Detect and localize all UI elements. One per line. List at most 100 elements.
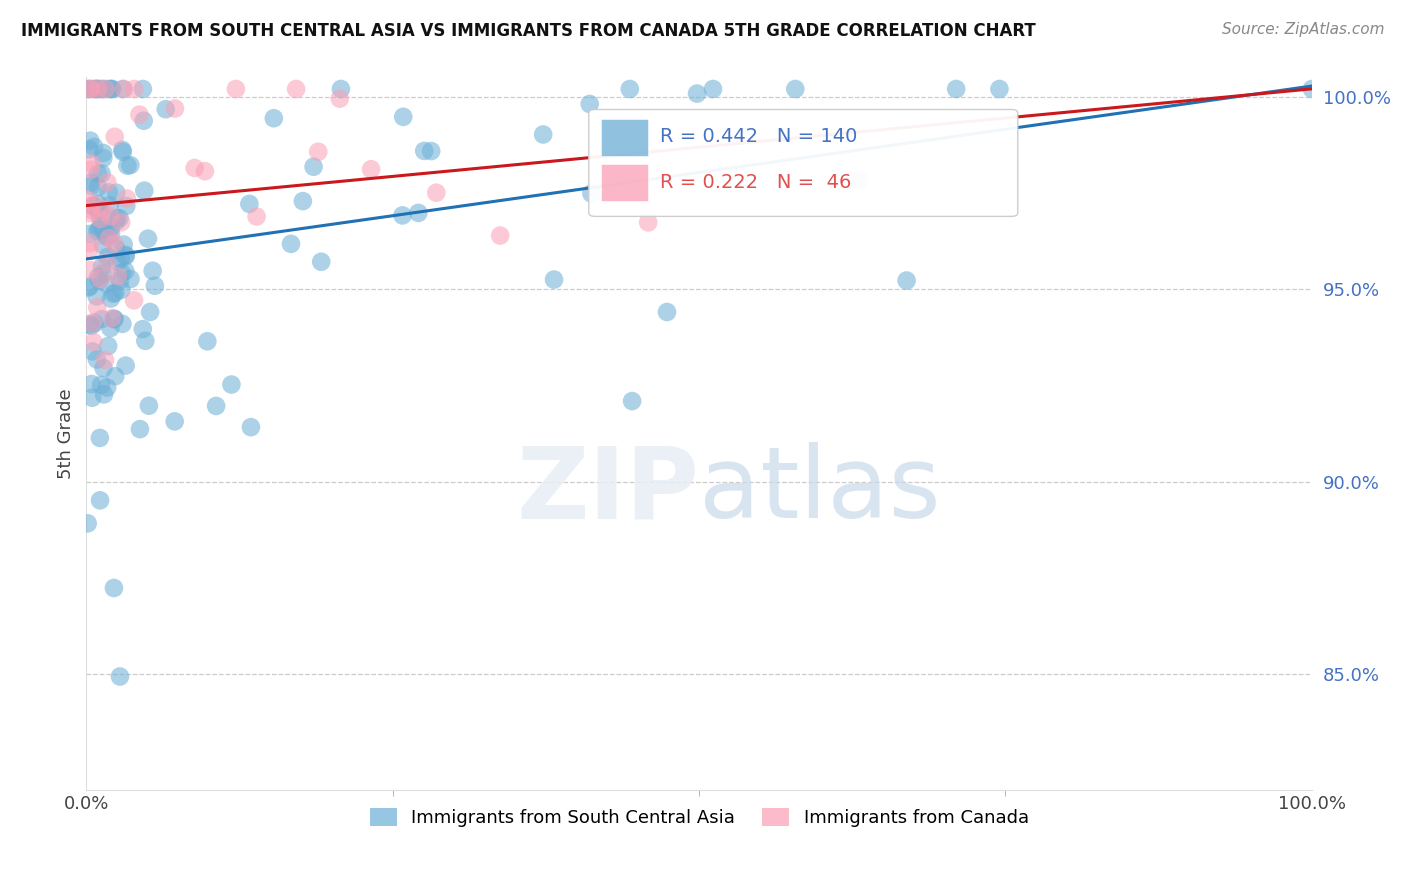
Point bbox=[120, 272, 142, 286]
Point bbox=[105, 214, 128, 228]
Point bbox=[91, 145, 114, 160]
Point bbox=[96, 175, 118, 189]
Point bbox=[104, 312, 127, 326]
Point bbox=[785, 82, 807, 96]
Point bbox=[104, 285, 127, 300]
Point bbox=[111, 317, 134, 331]
Point bbox=[111, 82, 134, 96]
Text: ZIP: ZIP bbox=[516, 442, 699, 539]
Point bbox=[142, 264, 165, 278]
Point bbox=[93, 82, 115, 96]
Point bbox=[114, 248, 136, 262]
Point bbox=[89, 203, 111, 218]
Point bbox=[79, 263, 101, 277]
Point bbox=[89, 431, 111, 445]
Point bbox=[80, 178, 103, 193]
Point bbox=[77, 318, 100, 332]
Point bbox=[76, 516, 98, 531]
Point bbox=[87, 270, 110, 285]
Point bbox=[112, 82, 135, 96]
Point bbox=[83, 140, 105, 154]
Point bbox=[105, 211, 128, 226]
Point bbox=[111, 145, 134, 159]
Point bbox=[239, 420, 262, 434]
Point bbox=[110, 252, 132, 266]
Point bbox=[98, 198, 121, 212]
Point bbox=[91, 151, 114, 165]
Point bbox=[163, 102, 186, 116]
Point bbox=[94, 82, 117, 96]
Point bbox=[89, 207, 111, 221]
Point bbox=[90, 166, 112, 180]
Point bbox=[108, 669, 131, 683]
Point bbox=[103, 236, 125, 251]
Point bbox=[77, 280, 100, 294]
Point bbox=[115, 192, 138, 206]
Point bbox=[543, 272, 565, 286]
Point bbox=[108, 273, 131, 287]
Text: atlas: atlas bbox=[699, 442, 941, 539]
Point bbox=[122, 293, 145, 308]
Point bbox=[101, 82, 124, 96]
Point bbox=[90, 82, 112, 96]
Point bbox=[80, 156, 103, 170]
Point bbox=[82, 391, 104, 405]
Point bbox=[83, 316, 105, 330]
Point bbox=[89, 222, 111, 236]
Point bbox=[77, 227, 100, 241]
Point bbox=[408, 206, 430, 220]
Point bbox=[93, 387, 115, 401]
Point bbox=[637, 215, 659, 229]
Point bbox=[86, 82, 108, 96]
Point bbox=[138, 399, 160, 413]
Point bbox=[578, 97, 600, 112]
Point bbox=[100, 82, 122, 96]
Point bbox=[82, 199, 104, 213]
Point bbox=[225, 82, 247, 96]
Point bbox=[79, 176, 101, 190]
Point bbox=[82, 316, 104, 330]
Point bbox=[425, 186, 447, 200]
Point bbox=[686, 87, 709, 101]
Point bbox=[531, 128, 554, 142]
Point bbox=[329, 82, 352, 96]
Point bbox=[82, 334, 104, 349]
Point bbox=[104, 129, 127, 144]
Point bbox=[97, 250, 120, 264]
Point bbox=[129, 422, 152, 436]
Point bbox=[86, 352, 108, 367]
Point bbox=[90, 260, 112, 274]
Point bbox=[114, 264, 136, 278]
Point bbox=[155, 102, 177, 116]
Point bbox=[79, 82, 101, 96]
Point bbox=[132, 82, 155, 96]
Point bbox=[82, 197, 104, 211]
Point bbox=[79, 134, 101, 148]
Point bbox=[103, 581, 125, 595]
Point bbox=[90, 312, 112, 326]
Point bbox=[139, 305, 162, 319]
Point bbox=[105, 242, 128, 256]
Point bbox=[896, 274, 918, 288]
Point bbox=[100, 292, 122, 306]
Point bbox=[82, 344, 104, 359]
Point bbox=[143, 278, 166, 293]
Point bbox=[655, 305, 678, 319]
Point bbox=[132, 322, 155, 336]
Point bbox=[86, 301, 108, 315]
Point bbox=[107, 269, 129, 284]
Bar bbox=[600, 119, 648, 156]
Point bbox=[91, 238, 114, 252]
Point bbox=[1301, 82, 1323, 96]
Point bbox=[79, 162, 101, 177]
Point bbox=[76, 192, 98, 206]
Text: R = 0.222   N =  46: R = 0.222 N = 46 bbox=[659, 173, 851, 193]
Point bbox=[285, 82, 308, 96]
Point bbox=[87, 197, 110, 211]
Point bbox=[83, 82, 105, 96]
Point bbox=[581, 186, 603, 201]
Point bbox=[97, 339, 120, 353]
Point bbox=[103, 286, 125, 301]
Point bbox=[80, 377, 103, 392]
Point bbox=[76, 82, 98, 96]
